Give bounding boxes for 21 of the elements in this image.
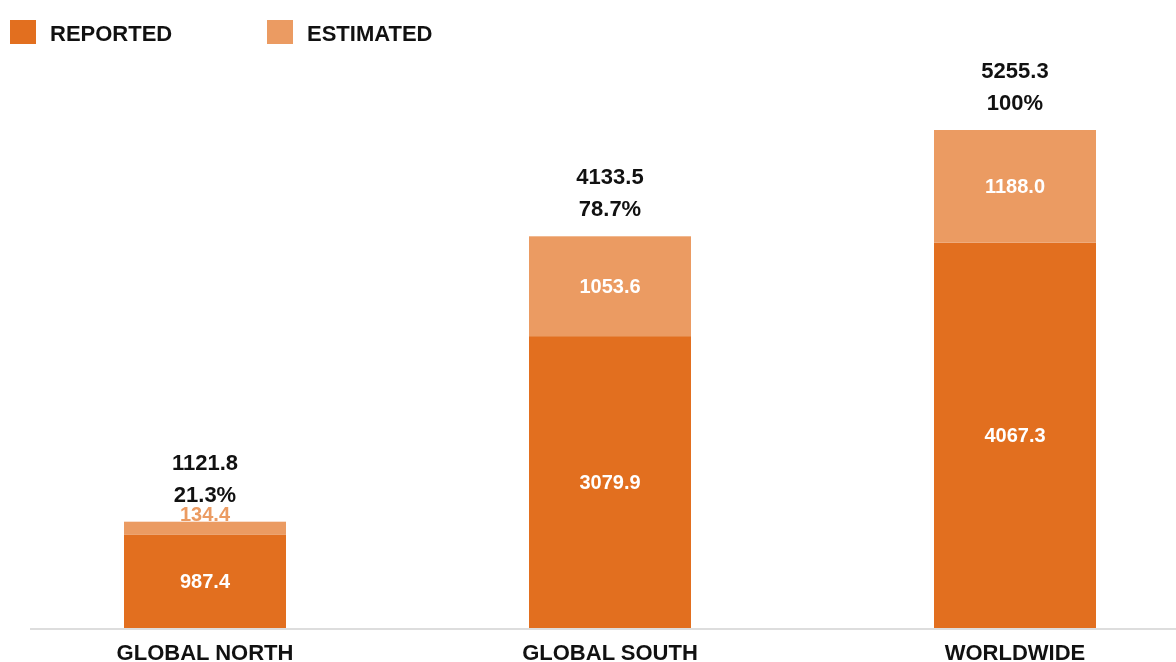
data-label: 3079.9 (579, 471, 641, 494)
x-tick-label: WORLDWIDE (944, 640, 1086, 662)
bar (934, 130, 1096, 243)
annotation: 100% (986, 90, 1044, 115)
bar (529, 336, 691, 628)
legend-label: ESTIMATED (307, 21, 433, 46)
data-label: 1188.0 (984, 175, 1046, 198)
data-label: 1053.6 (579, 275, 641, 298)
total-label: 1121.8 (171, 449, 239, 475)
legend-label: REPORTED (50, 21, 173, 46)
bar (124, 521, 286, 535)
total-label: 5255.3 (981, 58, 1049, 83)
bar (529, 236, 691, 337)
annotation: 78.7% (578, 196, 642, 222)
x-tick-label: GLOBAL NORTH (116, 640, 294, 662)
bar (934, 242, 1096, 628)
data-label: 987.4 (179, 570, 231, 593)
x-tick-label: GLOBAL SOUTH (522, 640, 698, 662)
data-label: 4067.3 (984, 424, 1046, 447)
total-label: 4133.5 (576, 164, 644, 190)
bar (124, 534, 286, 628)
